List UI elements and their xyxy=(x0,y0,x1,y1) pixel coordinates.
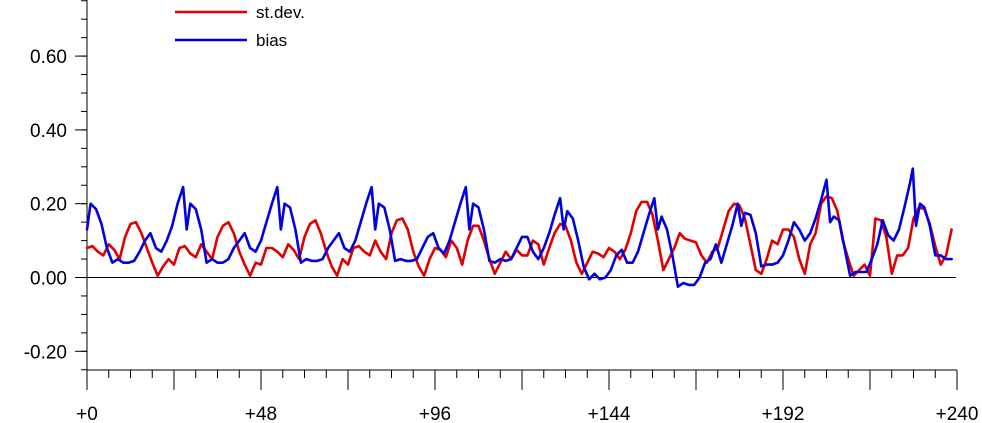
legend-label: st.dev. xyxy=(256,3,305,22)
legend-label: bias xyxy=(256,31,287,50)
y-tick-label: 0.60 xyxy=(30,47,67,68)
x-tick-label: +240 xyxy=(936,404,979,423)
series-line-st-dev- xyxy=(85,195,953,278)
x-tick-label: +48 xyxy=(245,404,277,423)
x-tick-label: +96 xyxy=(419,404,451,423)
series-lines xyxy=(85,167,953,289)
y-tick-label: 0.40 xyxy=(30,121,67,142)
x-tick-label: +144 xyxy=(588,404,631,423)
y-tick-label: -0.20 xyxy=(24,342,67,363)
series-line-bias xyxy=(85,167,953,289)
x-tick-label: +192 xyxy=(762,404,805,423)
x-tick-label: +0 xyxy=(76,404,98,423)
chart-axes: -0.20 0.00 0.20 0.40 0.60 +0 +48 +96 +144 +192 +24… xyxy=(24,0,979,423)
y-tick-label: 0.00 xyxy=(30,269,67,290)
chart-legend: st.dev. bias xyxy=(175,3,305,50)
y-tick-label: 0.20 xyxy=(30,195,67,216)
